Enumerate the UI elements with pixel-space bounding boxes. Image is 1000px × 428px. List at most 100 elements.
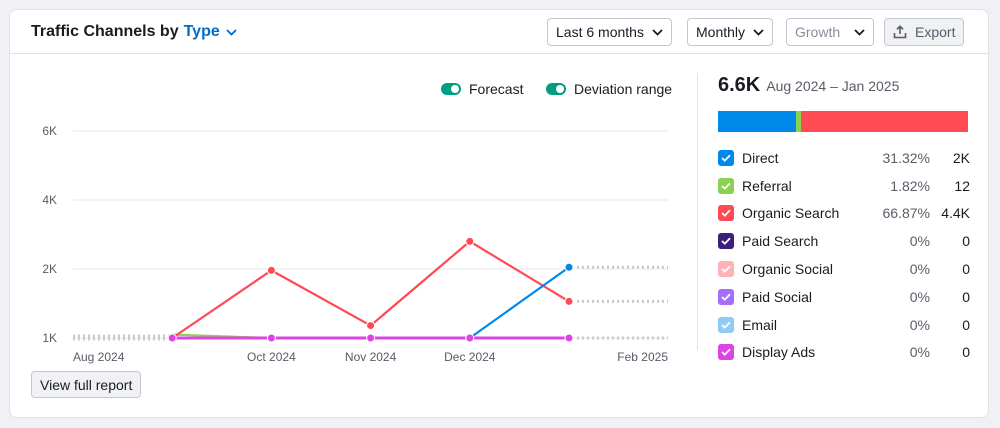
type-selector[interactable]: Type	[184, 23, 237, 41]
share-segment-organic-search	[800, 111, 968, 132]
deviation-label: Deviation range	[574, 81, 673, 97]
legend-row-email[interactable]: Email 0% 0	[718, 311, 970, 339]
period-select-label: Last 6 months	[556, 24, 644, 40]
forecast-toggle[interactable]: Forecast	[441, 81, 523, 97]
view-full-report-button[interactable]: View full report	[31, 371, 142, 398]
forecast-switch[interactable]	[441, 83, 461, 95]
granularity-select[interactable]: Monthly	[687, 18, 774, 46]
traffic-channels-widget: Traffic Channels by Type Last 6 months M…	[9, 9, 990, 418]
legend-percent: 31.32%	[882, 149, 930, 166]
chevron-down-icon	[753, 28, 764, 36]
legend-percent: 0%	[909, 316, 930, 333]
legend-checkbox-direct[interactable]	[718, 149, 734, 166]
y-tick-label: 1K	[42, 331, 57, 345]
share-segment-direct	[718, 111, 797, 132]
legend-percent: 0%	[909, 233, 930, 250]
legend-checkbox-email[interactable]	[718, 316, 734, 333]
line-chart: 1K 2K 4K 6K Aug 2024 Oct 2024 Nov 2024 Dec 2024…	[42, 124, 668, 364]
legend-checkbox-paid-social[interactable]	[718, 288, 734, 305]
x-tick-label: Dec 2024	[444, 350, 496, 364]
legend-checkbox-referral[interactable]	[718, 177, 734, 194]
panel-divider	[697, 73, 698, 350]
legend-name: Paid Social	[742, 288, 813, 305]
legend-value: 12	[954, 177, 970, 194]
period-select[interactable]: Last 6 months	[547, 18, 672, 46]
legend-row-referral[interactable]: Referral 1.82% 12	[718, 172, 970, 200]
x-tick-label: Aug 2024	[73, 350, 125, 364]
chevron-down-icon	[854, 28, 865, 36]
title-prefix: Traffic Channels by	[31, 23, 179, 40]
metric-select-label: Growth	[795, 24, 841, 40]
legend-value: 0	[962, 288, 970, 305]
legend-value: 2K	[952, 149, 970, 166]
legend-percent: 66.87%	[882, 205, 930, 222]
x-tick-label: Feb 2025	[617, 350, 668, 364]
legend-name: Organic Social	[742, 261, 834, 278]
legend-name: Display Ads	[742, 344, 816, 361]
legend-value: 0	[962, 233, 970, 250]
channel-legend: Direct 31.32% 2K Referral 1.82% 12 Organic Sea…	[718, 144, 970, 366]
legend-value: 0	[962, 261, 970, 278]
total-summary: 6.6K Aug 2024 – Jan 2025	[718, 74, 899, 97]
legend-row-direct[interactable]: Direct 31.32% 2K	[718, 144, 970, 172]
legend-value: 4.4K	[941, 205, 970, 222]
widget-title: Traffic Channels by Type	[31, 23, 237, 41]
chart-area: Forecast Deviation range 1K 2K 4K 6K Aug 202…	[10, 54, 698, 374]
share-stacked-bar	[718, 111, 968, 132]
type-selector-label: Type	[183, 23, 220, 40]
granularity-select-label: Monthly	[696, 24, 746, 40]
data-point-direct	[564, 262, 574, 272]
legend-percent: 0%	[909, 261, 930, 278]
legend-row-paid-social[interactable]: Paid Social 0% 0	[718, 283, 970, 311]
series-line-direct	[469, 266, 570, 339]
legend-value: 0	[962, 316, 970, 333]
export-icon	[893, 25, 907, 39]
y-tick-label: 4K	[42, 193, 57, 207]
date-range: Aug 2024 – Jan 2025	[766, 78, 900, 94]
deviation-switch[interactable]	[546, 83, 566, 95]
check-icon	[721, 265, 731, 273]
legend-percent: 0%	[909, 344, 930, 361]
check-icon	[721, 293, 731, 301]
legend-row-organic-social[interactable]: Organic Social 0% 0	[718, 255, 970, 283]
legend-checkbox-organic-search[interactable]	[718, 205, 734, 222]
data-point-organic-search	[564, 296, 574, 306]
forecast-label: Forecast	[469, 81, 524, 97]
data-point-organic-search	[366, 321, 376, 331]
legend-value: 0	[962, 344, 970, 361]
data-point-display-ads	[465, 333, 475, 343]
data-point-display-ads	[366, 333, 376, 343]
legend-checkbox-display-ads[interactable]	[718, 344, 734, 361]
share-segment-referral	[796, 111, 801, 132]
export-label: Export	[915, 24, 956, 40]
legend-row-organic-search[interactable]: Organic Search 66.87% 4.4K	[718, 200, 970, 228]
data-point-organic-search	[266, 265, 276, 275]
legend-name: Organic Search	[742, 205, 840, 222]
legend-name: Direct	[742, 149, 779, 166]
legend-row-display-ads[interactable]: Display Ads 0% 0	[718, 339, 970, 367]
legend-checkbox-paid-search[interactable]	[718, 233, 734, 250]
legend-name: Paid Search	[742, 233, 819, 250]
check-icon	[721, 154, 731, 162]
data-point-display-ads	[167, 333, 177, 343]
metric-select[interactable]: Growth	[786, 18, 875, 46]
check-icon	[721, 321, 731, 329]
widget-header: Traffic Channels by Type Last 6 months M…	[10, 10, 990, 54]
legend-percent: 1.82%	[890, 177, 930, 194]
x-tick-label: Nov 2024	[345, 350, 397, 364]
check-icon	[721, 237, 731, 246]
legend-checkbox-organic-social[interactable]	[718, 261, 734, 278]
legend-percent: 0%	[909, 288, 930, 305]
check-icon	[721, 349, 731, 357]
legend-row-paid-search[interactable]: Paid Search 0% 0	[718, 227, 970, 255]
x-tick-label: Oct 2024	[247, 350, 296, 364]
chevron-down-icon	[226, 28, 237, 36]
view-full-report-label: View full report	[40, 376, 133, 393]
deviation-toggle[interactable]: Deviation range	[546, 81, 672, 97]
check-icon	[721, 210, 731, 218]
export-button[interactable]: Export	[884, 18, 965, 46]
data-point-display-ads	[266, 333, 276, 343]
data-point-organic-search	[465, 236, 475, 246]
total-value: 6.6K	[718, 74, 761, 96]
chevron-down-icon	[652, 28, 663, 36]
